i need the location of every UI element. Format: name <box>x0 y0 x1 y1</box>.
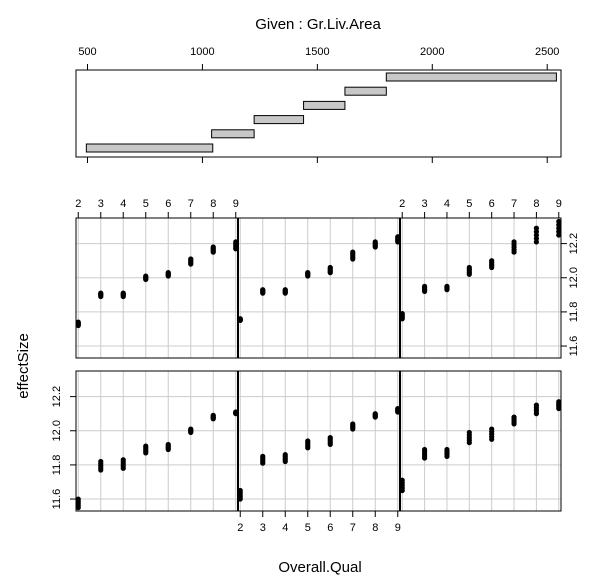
given-interval-bar <box>344 86 387 96</box>
data-point <box>120 457 126 463</box>
y-tick-label: 12.0 <box>51 420 63 441</box>
x-tick-label: 8 <box>372 522 378 534</box>
data-point <box>533 402 540 408</box>
data-point <box>350 421 356 427</box>
y-tick-label: 11.8 <box>568 302 580 323</box>
y-tick-label: 12.0 <box>568 267 580 288</box>
panel <box>399 217 562 359</box>
data-point <box>511 239 517 245</box>
data-point <box>327 264 333 271</box>
y-tick-label: 11.8 <box>51 455 63 476</box>
x-tick-label: 7 <box>188 198 194 210</box>
data-point <box>98 290 104 296</box>
data-point <box>165 270 171 276</box>
x-tick-label: 7 <box>350 522 356 534</box>
data-point <box>260 287 266 293</box>
panels <box>75 217 562 512</box>
data-point <box>556 399 562 405</box>
x-tick-label: 9 <box>556 198 562 210</box>
data-point <box>305 438 311 444</box>
data-point <box>372 411 378 417</box>
x-tick-label: 2 <box>75 198 81 210</box>
x-tick-label: 2 <box>399 198 405 210</box>
x-tick-label: 3 <box>260 522 266 534</box>
x-tick-label: 9 <box>233 198 239 210</box>
given-title: Given : Gr.Liv.Area <box>255 16 381 33</box>
data-point <box>489 258 495 264</box>
data-point <box>350 249 356 255</box>
x-tick-label: 5 <box>466 198 472 210</box>
given-tick-label: 1000 <box>190 46 214 58</box>
data-point <box>210 244 216 250</box>
given-tick-label: 2500 <box>535 46 559 58</box>
x-tick-label: 6 <box>327 522 333 534</box>
data-point <box>421 283 428 289</box>
data-point <box>444 446 450 453</box>
given-axis: 500 1000 1500 2000 2500 <box>78 46 559 163</box>
given-interval-bar <box>253 115 305 125</box>
data-point <box>98 458 104 465</box>
data-point <box>327 434 333 441</box>
data-point <box>444 283 450 289</box>
x-tick-label: 6 <box>165 198 171 210</box>
x-tick-label: 4 <box>120 198 126 210</box>
x-tick-label: 6 <box>489 198 495 210</box>
data-point <box>466 264 472 271</box>
data-point <box>188 256 194 262</box>
x-tick-label: 3 <box>422 198 428 210</box>
data-point <box>260 453 266 459</box>
panel <box>237 370 401 512</box>
given-interval-bar <box>303 100 346 110</box>
data-point <box>210 412 216 418</box>
x-tick-label: 3 <box>98 198 104 210</box>
data-point <box>421 446 428 453</box>
given-tick-label: 500 <box>78 46 96 58</box>
y-tick-label: 12.2 <box>51 386 63 407</box>
data-point <box>533 225 540 231</box>
x-tick-label: 2 <box>237 522 243 534</box>
data-point <box>282 287 288 293</box>
x-tick-label: 9 <box>395 522 401 534</box>
x-tick-label: 4 <box>444 198 450 210</box>
data-point <box>75 319 81 325</box>
x-tick-label: 7 <box>511 198 517 210</box>
panel <box>75 217 239 359</box>
y-axis-label: effectSize <box>15 333 32 399</box>
x-axis-label: Overall.Qual <box>278 559 361 576</box>
given-intervals <box>85 72 557 153</box>
panel <box>399 370 562 512</box>
y-tick-label: 12.2 <box>568 233 580 254</box>
data-point <box>165 441 171 448</box>
data-point <box>466 429 472 436</box>
given-interval-bar <box>211 129 255 139</box>
given-interval-bar <box>385 72 557 82</box>
given-tick-label: 2000 <box>420 46 444 58</box>
given-tick-label: 1500 <box>305 46 329 58</box>
data-point <box>489 426 495 432</box>
y-tick-label: 11.6 <box>568 336 580 357</box>
panel-axes: 2 3 4 5 6 7 8 9 2 3 4 5 6 7 8 9 2 3 4 5 6 7 8 9 11.6 11.8 12.0 12.2… <box>51 198 580 534</box>
given-panel <box>75 69 562 158</box>
y-tick-label: 11.6 <box>51 489 63 510</box>
data-point <box>75 496 81 502</box>
panel <box>237 217 401 359</box>
data-point <box>282 452 288 458</box>
data-point <box>556 218 562 225</box>
x-tick-label: 4 <box>282 522 288 534</box>
data-point <box>188 426 194 432</box>
given-interval-bar <box>85 143 214 153</box>
data-point <box>143 273 149 279</box>
x-tick-label: 5 <box>143 198 149 210</box>
panel <box>75 370 239 512</box>
data-point <box>120 290 126 296</box>
data-point <box>511 414 517 420</box>
data-point <box>372 239 378 245</box>
data-point <box>143 443 149 449</box>
data-point <box>305 270 311 276</box>
x-tick-label: 8 <box>210 198 216 210</box>
x-tick-label: 5 <box>305 522 311 534</box>
x-tick-label: 8 <box>533 198 539 210</box>
